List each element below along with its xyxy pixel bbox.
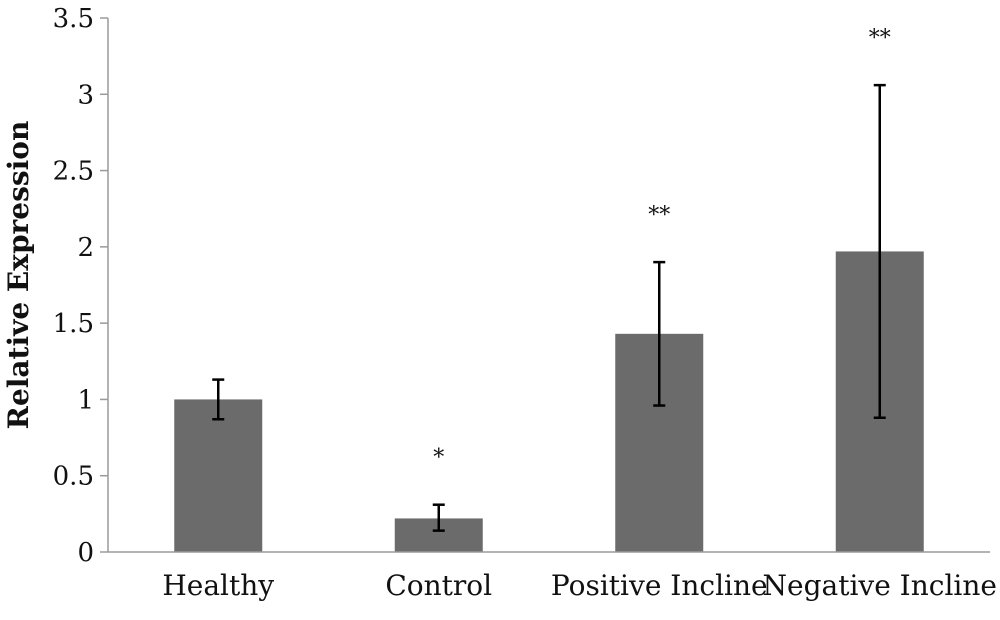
y-tick-label: 1.5 xyxy=(53,309,94,339)
category-label: Negative Incline xyxy=(763,569,997,602)
y-tick-label: 2 xyxy=(77,233,94,263)
error-bars xyxy=(212,83,886,532)
category-label: Healthy xyxy=(162,569,274,602)
y-tick-label: 3 xyxy=(77,80,94,110)
bar xyxy=(174,399,263,552)
significance-marker: ** xyxy=(869,26,891,51)
y-tick-label: 1 xyxy=(77,385,94,415)
y-tick-label: 3.5 xyxy=(53,4,94,34)
bars xyxy=(174,251,924,553)
y-axis-ticks: 0 0.5 1 1.5 2 2.5 3 3.5 xyxy=(53,4,108,568)
y-tick-label: 0.5 xyxy=(53,462,94,492)
category-label: Control xyxy=(385,569,492,602)
y-tick-label: 2.5 xyxy=(53,157,94,187)
y-tick-label: 0 xyxy=(77,538,94,568)
significance-marker: ** xyxy=(648,203,670,228)
category-label: Positive Incline xyxy=(551,569,768,602)
y-axis-title: Relative Expression xyxy=(2,121,35,430)
significance-marker: * xyxy=(433,446,444,471)
significance-markers: ***** xyxy=(433,26,891,471)
